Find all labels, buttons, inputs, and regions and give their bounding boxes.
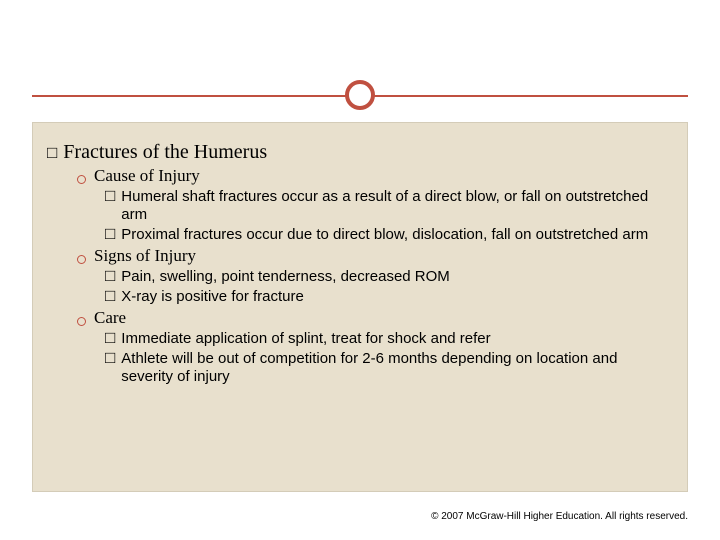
section-heading: Care [94, 308, 126, 328]
content-panel: □ Fractures of the Humerus Cause of Inju… [32, 122, 688, 492]
detail-item: □ Pain, swelling, point tenderness, decr… [105, 267, 673, 286]
slide-title-row: □ Fractures of the Humerus [47, 141, 673, 164]
section-heading-row: Care [77, 308, 673, 328]
detail-item: □ Immediate application of splint, treat… [105, 329, 673, 348]
detail-item: □ Humeral shaft fractures occur as a res… [105, 187, 673, 224]
square-bullet-icon: □ [105, 267, 115, 284]
circle-accent-icon [345, 80, 375, 110]
detail-text: Pain, swelling, point tenderness, decrea… [121, 268, 673, 286]
square-bullet-icon: □ [47, 144, 57, 161]
detail-text: Humeral shaft fractures occur as a resul… [121, 188, 673, 224]
detail-text: Immediate application of splint, treat f… [121, 330, 673, 348]
section-heading: Signs of Injury [94, 246, 196, 266]
detail-text: Proximal fractures occur due to direct b… [121, 226, 673, 244]
section-heading-row: Cause of Injury [77, 166, 673, 186]
square-bullet-icon: □ [105, 349, 115, 366]
slide-title: Fractures of the Humerus [63, 141, 267, 164]
square-bullet-icon: □ [105, 329, 115, 346]
detail-text: X-ray is positive for fracture [121, 288, 673, 306]
detail-item: □ Athlete will be out of competition for… [105, 349, 673, 386]
ring-bullet-icon [77, 317, 86, 326]
detail-text: Athlete will be out of competition for 2… [121, 350, 673, 386]
section-heading: Cause of Injury [94, 166, 200, 186]
ring-bullet-icon [77, 255, 86, 264]
section-heading-row: Signs of Injury [77, 246, 673, 266]
square-bullet-icon: □ [105, 187, 115, 204]
square-bullet-icon: □ [105, 225, 115, 242]
square-bullet-icon: □ [105, 287, 115, 304]
ring-bullet-icon [77, 175, 86, 184]
detail-item: □ Proximal fractures occur due to direct… [105, 225, 673, 244]
detail-item: □ X-ray is positive for fracture [105, 287, 673, 306]
copyright-footer: © 2007 McGraw-Hill Higher Education. All… [431, 511, 688, 522]
